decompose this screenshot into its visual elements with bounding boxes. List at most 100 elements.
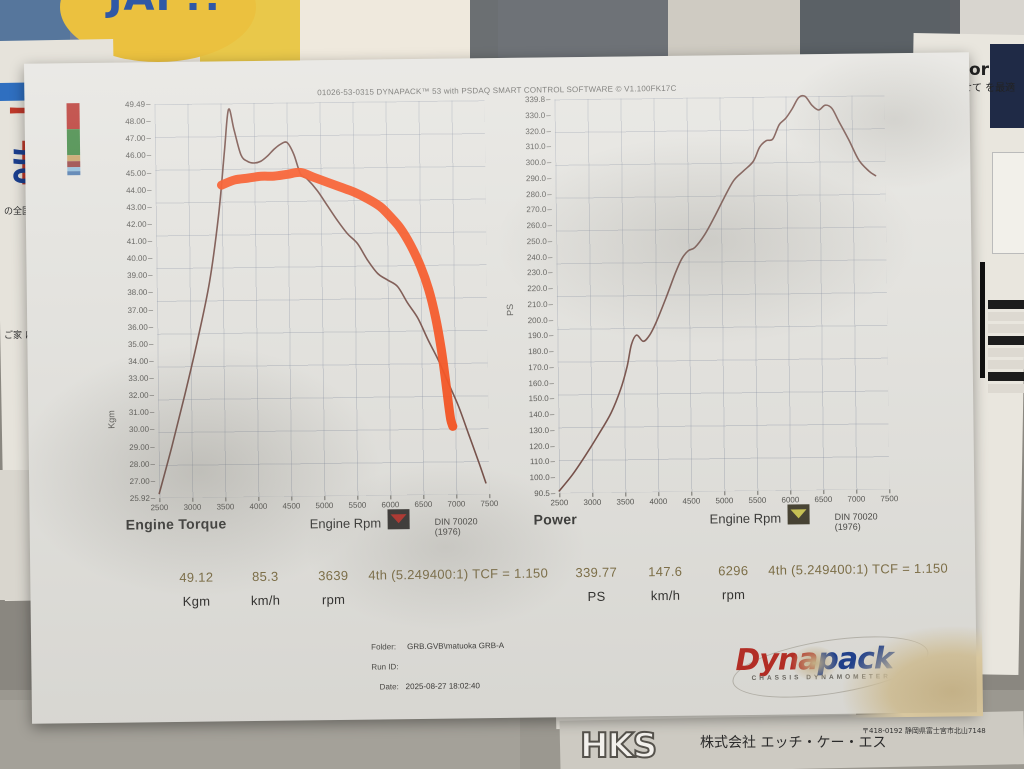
plot-area-torque	[154, 100, 490, 499]
readout-power: 339.77 147.6 6296 4th (5.249400:1) TCF = 1.…	[560, 561, 948, 605]
date-value: 2025-08-27 18:02:40	[405, 681, 480, 692]
readout-units-power: PS km/h rpm	[560, 585, 948, 605]
y-tick-label: 41.00	[127, 237, 153, 246]
readout-values-power: 339.77 147.6 6296 4th (5.249400:1) TCF = 1.…	[560, 561, 948, 581]
x-tick-mark	[225, 497, 227, 502]
folder-row: Folder: GRB.GVB\matuoka GRB-A	[371, 636, 504, 658]
y-tick-label: 280.0	[526, 189, 552, 198]
y-tick-label: 42.00	[126, 220, 152, 229]
x-tick-label: 3500	[216, 502, 235, 512]
background-right-photo	[990, 44, 1024, 128]
y-tick-label: 28.00	[129, 459, 155, 469]
y-tick-label: 230.0	[527, 268, 553, 277]
y-axis-label-power: PS	[504, 303, 516, 316]
legend-color-5	[67, 171, 81, 176]
x-tick-mark	[159, 498, 161, 503]
dyno-printout-sheet: 01026-53-0315 DYNAPACK™ 53 with PSDAQ SM…	[24, 52, 984, 724]
y-tick-label: 260.0	[526, 221, 552, 230]
hks-company-name: 株式会社 エッチ・ケー・エス	[700, 735, 887, 751]
readout-rpm-torque: 3639	[318, 567, 349, 584]
x-tick-mark	[592, 492, 594, 497]
x-axis-ticks-torque: 2500 3000 3500 4000 4500 5000 5500 6000 6500 7000…	[150, 494, 498, 516]
cursor-marker-power[interactable]	[787, 504, 810, 525]
y-tick-label: 45.00	[126, 168, 152, 177]
x-tick-label: 6500	[814, 494, 833, 505]
y-axis-ticks-torque: 49.49 48.00 47.00 46.00 45.00 44.00 43.00 42.00…	[94, 98, 159, 503]
x-tick-label: 4500	[282, 501, 301, 511]
x-tick-label: 5000	[715, 496, 734, 506]
readout-torque: 49.12 85.3 3639 4th (5.249400:1) TCF = 1.15…	[160, 565, 548, 609]
x-tick-label: 7500	[480, 499, 499, 509]
readout-units-torque: Kgm km/h rpm	[160, 589, 548, 609]
y-tick-label: 36.00	[128, 322, 154, 331]
x-tick-mark	[423, 494, 425, 499]
background-photo-parts	[498, 0, 668, 60]
chart-panel-torque: 49.49 48.00 47.00 46.00 45.00 44.00 43.00 42.00…	[66, 94, 499, 551]
y-tick-label: 270.0	[526, 205, 552, 214]
y-tick-label: 31.00	[129, 408, 155, 417]
x-tick-mark	[856, 489, 858, 494]
folder-label: Folder:	[371, 642, 397, 652]
unit-speed-power: km/h	[650, 587, 681, 604]
run-metadata: Folder: GRB.GVB\matuoka GRB-A Run ID: Dat…	[371, 636, 505, 698]
standard-label-power: DIN 70020 (1976)	[834, 511, 878, 532]
x-tick-mark	[456, 494, 458, 499]
legend-color-0	[66, 103, 80, 130]
readout-rpm-power: 6296	[718, 562, 749, 579]
background-left-caption-2: ご家 に使	[4, 331, 43, 341]
y-tick-label: 140.0	[529, 410, 555, 419]
background-right-table	[988, 300, 1024, 396]
cursor-marker-torque[interactable]	[387, 509, 410, 530]
x-tick-mark	[790, 490, 792, 495]
date-label: Date:	[379, 682, 399, 692]
y-tick-label: 290.0	[526, 174, 552, 183]
unit-torque: Kgm	[182, 593, 211, 609]
y-tick-label: 330.0	[525, 111, 551, 120]
chart-title-power: Power	[533, 511, 578, 528]
y-tick-label: 250.0	[527, 237, 553, 246]
y-tick-label: 46.00	[126, 151, 152, 160]
readout-gear-torque: 4th (5.249400:1) TCF = 1.150	[368, 565, 549, 583]
background-right-diagram	[992, 152, 1024, 254]
chart-panel-power: 339.8 330.0 320.0 310.0 300.0 290.0 280.0 270.0…	[494, 89, 899, 546]
hks-address: 〒418-0192 静岡県富士宮市北山7148	[862, 727, 986, 735]
y-axis-label-torque: Kgm	[106, 410, 117, 429]
x-tick-label: 5500	[748, 495, 767, 505]
readout-value-torque: 49.12	[179, 569, 214, 585]
x-tick-label: 3000	[183, 502, 202, 512]
x-tick-mark	[625, 492, 627, 497]
x-tick-mark	[889, 489, 891, 494]
x-tick-label: 7000	[847, 494, 866, 504]
x-tick-label: 4000	[649, 496, 668, 507]
curve-hand-drawn-highlight	[217, 167, 458, 431]
y-tick-label: 43.00	[126, 203, 152, 212]
plot-area-power	[554, 94, 890, 494]
x-tick-mark	[390, 495, 392, 500]
hks-logo: HKS	[579, 725, 658, 767]
runid-label: Run ID:	[371, 662, 399, 672]
x-tick-label: 3000	[583, 497, 602, 507]
chart-title-torque: Engine Torque	[125, 515, 227, 533]
y-tick-label: 170.0	[528, 363, 554, 372]
runid-row: Run ID:	[371, 656, 504, 678]
x-tick-label: 7000	[447, 499, 466, 509]
jaf-logo-text: JAF!!	[95, 0, 235, 20]
x-axis-label-power: Engine Rpm	[709, 510, 782, 527]
x-tick-label: 6500	[414, 499, 433, 510]
date-row: Date: 2025-08-27 18:02:40	[372, 676, 505, 698]
y-tick-label: 90.5	[534, 489, 555, 498]
y-tick-label: 27.00	[130, 477, 156, 486]
y-tick-label: 32.00	[129, 391, 155, 400]
unit-speed-torque: km/h	[250, 592, 281, 609]
x-tick-label: 7500	[880, 494, 899, 504]
curve-power	[558, 94, 877, 492]
x-tick-label: 5500	[348, 500, 367, 510]
y-axis-ticks-power: 339.8 330.0 320.0 310.0 300.0 290.0 280.0 270.0…	[494, 93, 559, 498]
x-tick-mark	[724, 491, 726, 496]
unit-rpm-power: rpm	[721, 587, 746, 603]
y-tick-label: 100.0	[530, 473, 556, 482]
unit-power: PS	[587, 588, 606, 604]
y-tick-label: 300.0	[526, 158, 552, 167]
y-tick-label: 29.00	[129, 442, 155, 451]
readout-speed-power: 147.6	[648, 563, 683, 580]
